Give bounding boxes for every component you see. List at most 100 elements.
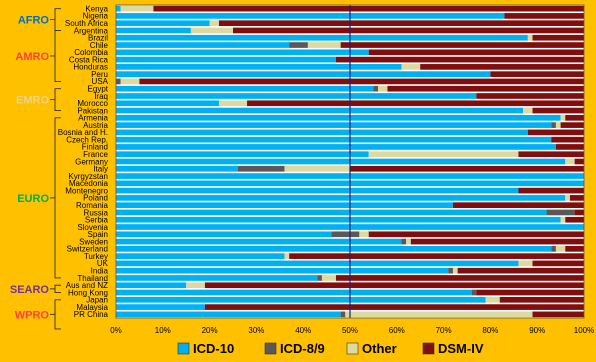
legend-label-other: Other: [362, 341, 397, 356]
bar-segment-kenya-icd-10: [116, 5, 121, 12]
bar-segment-pr-china-icd-8-9: [340, 311, 346, 318]
country-label-montenegro: Montenegro: [65, 186, 108, 195]
bar-segment-kenya-other: [120, 5, 154, 12]
country-label-argentina: Argentina: [74, 26, 109, 35]
region-label-euro: EURO: [17, 193, 49, 205]
bar-segment-thailand-icd-8-9: [317, 275, 322, 281]
country-label-colombia: Colombia: [74, 48, 108, 57]
country-label-france: France: [83, 150, 108, 159]
bar-segment-chile-icd-10: [116, 42, 290, 48]
bar-segment-aus-and-nz-icd-10: [116, 282, 187, 289]
bar-segment-japan-dsm-iv: [499, 296, 584, 303]
country-label-peru: Peru: [91, 70, 108, 79]
bar-segment-armenia-dsm-iv: [565, 114, 584, 121]
bar-segment-south-africa-icd-10: [116, 20, 210, 27]
bar-segment-india-other: [452, 267, 458, 274]
bar-segment-egypt-icd-10: [116, 85, 374, 92]
country-label-morocco: Morocco: [77, 99, 108, 108]
country-label-macedonia: Macedonia: [69, 179, 109, 188]
country-label-sweden: Sweden: [79, 237, 108, 246]
bar-segment-romania-dsm-iv: [452, 202, 584, 209]
bar-segment-turkey-icd-10: [116, 253, 285, 259]
x-tick-label-80-pct: 80%: [482, 326, 498, 335]
bar-segment-south-africa-dsm-iv: [218, 20, 584, 27]
country-label-kenya: Kenya: [85, 4, 108, 13]
region-label-wpro: WPRO: [15, 309, 50, 321]
x-axis-ticks: 0% 10% 20% 30% 40% 50% 60% 70% 80% 90% 100%: [110, 326, 594, 335]
bar-segment-argentina-dsm-iv: [233, 27, 584, 34]
bar-segment-spain-other: [359, 231, 369, 238]
region-bracket-euro: [54, 117, 61, 279]
bar-segment-bosnia-and-h-icd-10: [116, 129, 528, 136]
bar-segment-italy-icd-8-9: [237, 165, 285, 172]
bar-segment-france-other: [368, 151, 519, 158]
bar-segment-russia-dsm-iv: [574, 209, 584, 216]
bar-segment-chile-dsm-iv: [340, 42, 584, 48]
country-label-germany: Germany: [75, 157, 108, 166]
country-label-slovenia: Slovenia: [77, 223, 108, 232]
x-tick-label-0-pct: 0%: [110, 326, 122, 335]
country-label-japan: Japan: [86, 296, 108, 305]
bar-segment-malaysia-dsm-iv: [204, 304, 585, 310]
bar-segment-france-dsm-iv: [518, 151, 584, 158]
bar-segment-iraq-dsm-iv: [476, 93, 584, 99]
region-label-afro: AFRO: [18, 15, 50, 27]
country-label-hong-kong: Hong Kong: [68, 288, 108, 297]
bar-segment-france-icd-10: [116, 151, 369, 158]
legend-swatch-dsm-iv: [422, 342, 435, 355]
country-label-russia: Russia: [84, 208, 109, 217]
country-label-finland: Finland: [82, 143, 108, 152]
bar-segment-uk-other: [518, 260, 533, 267]
bar-segment-hong-kong-icd-10: [116, 289, 472, 296]
bar-segment-switzerland-other: [555, 246, 566, 252]
bar-segment-usa-icd-8-9: [116, 78, 121, 85]
legend-label-icd-10: ICD-10: [193, 341, 234, 356]
bar-segment-nigeria-dsm-iv: [504, 13, 584, 19]
bar-segment-india-icd-8-9: [448, 267, 453, 274]
legend-swatch-icd-10: [177, 342, 190, 355]
region-bracket-amro: [54, 30, 61, 82]
bar-segment-pakistan-dsm-iv: [532, 107, 584, 114]
bar-segment-uk-icd-10: [116, 260, 519, 267]
bar-segment-sweden-other: [406, 238, 411, 245]
bar-segment-egypt-icd-8-9: [373, 85, 379, 92]
bar-segment-thailand-other: [321, 275, 336, 281]
bar-segment-russia-icd-8-9: [546, 209, 575, 216]
plot-area: [115, 4, 585, 319]
bar-segment-japan-icd-10: [116, 296, 486, 303]
country-label-egypt: Egypt: [88, 85, 109, 94]
country-label-thailand: Thailand: [77, 274, 108, 283]
bar-segment-brazil-dsm-iv: [532, 34, 584, 41]
bar-segment-poland-icd-10: [116, 195, 566, 201]
bar-segment-japan-other: [485, 296, 500, 303]
bar-segment-honduras-dsm-iv: [420, 64, 584, 70]
bar-segment-egypt-dsm-iv: [387, 85, 584, 92]
region-label-searo: SEARO: [10, 284, 50, 296]
bar-segment-sweden-icd-8-9: [401, 238, 407, 245]
bar-segment-austria-dsm-iv: [560, 122, 584, 128]
country-label-south-africa: South Africa: [65, 19, 109, 28]
legend: ICD-10 ICD-8/9 Other DSM-IV: [177, 341, 484, 356]
bar-segment-peru-icd-10: [116, 71, 491, 77]
country-label-brazil: Brazil: [88, 34, 108, 43]
x-tick-label-20-pct: 20%: [202, 326, 218, 335]
bar-segment-switzerland-icd-8-9: [551, 246, 556, 252]
bar-segment-austria-other: [555, 122, 561, 128]
country-label-malaysia: Malaysia: [76, 303, 108, 312]
bar-segment-costa-rica-dsm-iv: [335, 56, 584, 63]
bar-segment-italy-other: [284, 165, 350, 172]
country-label-spain: Spain: [88, 230, 108, 239]
region-bracket-emro: [54, 88, 61, 111]
x-tick-label-30-pct: 30%: [248, 326, 264, 335]
country-label-india: India: [91, 266, 109, 275]
bar-segment-nigeria-icd-10: [116, 13, 505, 19]
bar-segment-brazil-icd-10: [116, 34, 528, 41]
bar-segment-spain-icd-10: [116, 231, 332, 238]
region-bracket-afro: [54, 8, 61, 31]
x-tick-label-40-pct: 40%: [295, 326, 311, 335]
bar-segment-austria-icd-8-9: [551, 122, 556, 128]
bar-segment-bosnia-and-h-dsm-iv: [527, 129, 584, 136]
bar-segment-colombia-icd-10: [116, 49, 369, 56]
bar-segment-aus-and-nz-other: [186, 282, 205, 289]
